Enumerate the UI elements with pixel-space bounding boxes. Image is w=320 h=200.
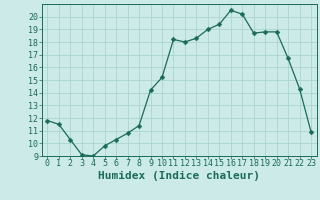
X-axis label: Humidex (Indice chaleur): Humidex (Indice chaleur) [98,171,260,181]
